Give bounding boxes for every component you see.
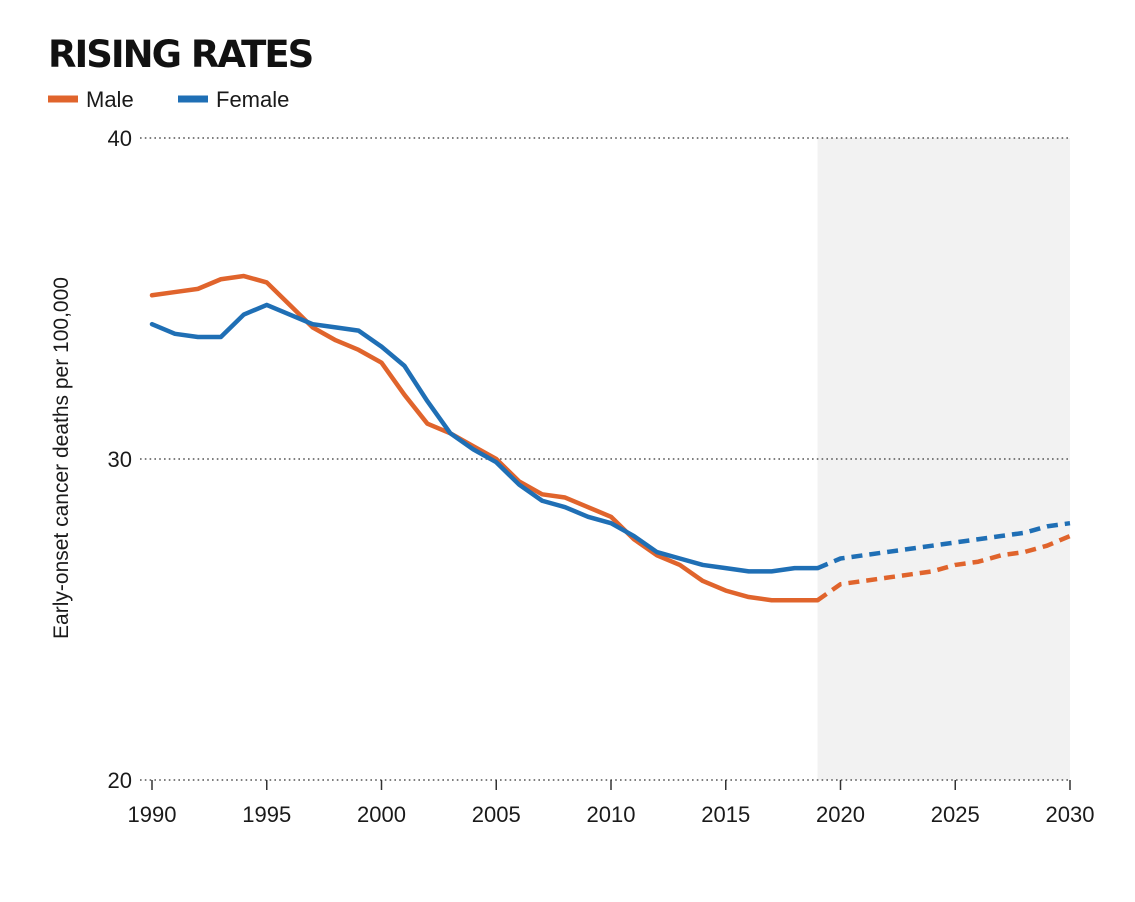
legend-label-male: Male: [86, 87, 134, 112]
x-tick-label-2000: 2000: [357, 802, 406, 827]
x-tick-label-2010: 2010: [587, 802, 636, 827]
chart-title: RISING RATES: [48, 33, 312, 76]
x-tick-label-2015: 2015: [701, 802, 750, 827]
series-lines: [149, 273, 1071, 603]
x-tick-label-2020: 2020: [816, 802, 865, 827]
y-tick-label-20: 20: [108, 768, 132, 793]
x-tick-label-2005: 2005: [472, 802, 521, 827]
x-tick-label-2030: 2030: [1046, 802, 1095, 827]
y-axis-label: Early-onset cancer deaths per 100,000: [50, 277, 73, 639]
series-line-female-observed: [149, 302, 820, 574]
projection-shaded-band: [817, 138, 1070, 780]
series-line-female-projected: [816, 520, 1071, 571]
legend-label-female: Female: [216, 87, 289, 112]
y-tick-label-40: 40: [108, 126, 132, 151]
series-line-male-projected: [816, 533, 1071, 603]
series-line-male-observed: [149, 273, 820, 603]
x-tick-label-1990: 1990: [128, 802, 177, 827]
x-axis: 1990 1995 2000 2005 2010 2015 2020 2025 2030: [128, 780, 1095, 827]
y-tick-label-30: 30: [108, 447, 132, 472]
grid-lines: [140, 137, 1070, 781]
x-tick-label-1995: 1995: [242, 802, 291, 827]
y-axis: 20 30 40: [108, 126, 132, 793]
x-tick-label-2025: 2025: [931, 802, 980, 827]
legend: Male Female: [48, 87, 289, 112]
